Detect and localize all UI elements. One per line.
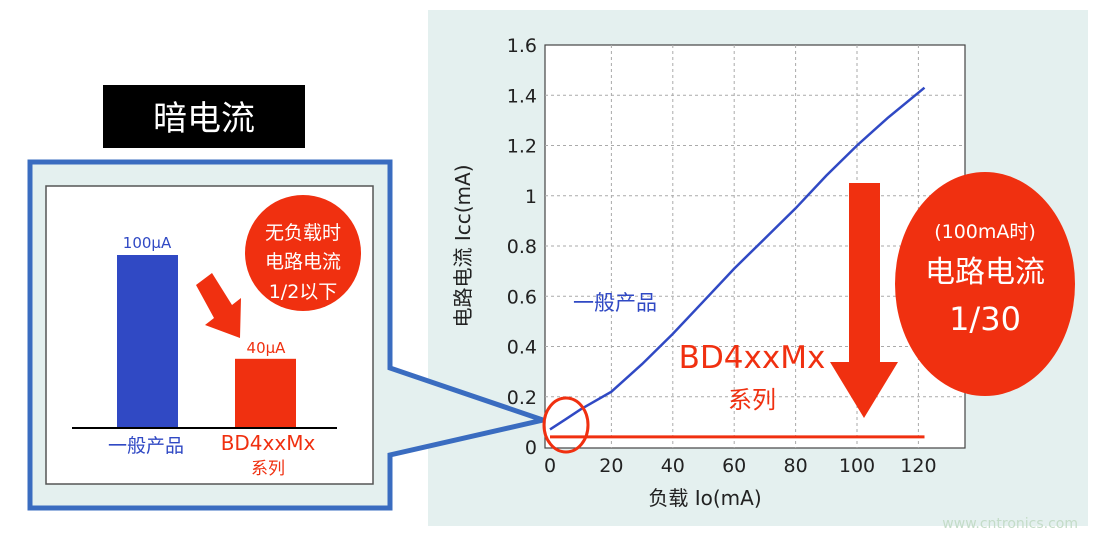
x-tick-label: 80 [784, 455, 808, 477]
bubble-text: 电路电流 [925, 255, 1045, 290]
y-tick-label: 1.4 [507, 85, 537, 107]
bubble-text: 无负载时 [265, 222, 341, 244]
y-tick-label: 1.2 [507, 136, 537, 158]
series-line-general [549, 86, 926, 431]
title: 暗电流 [153, 99, 255, 139]
inset-bar-chart [72, 255, 337, 429]
y-axis-label: 电路电流 Icc(mA) [451, 164, 475, 327]
y-tick-label: 0.4 [507, 337, 537, 359]
x-tick-label: 0 [544, 455, 556, 477]
watermark: www.cntronics.com [942, 516, 1078, 532]
y-tick-label: 0.8 [507, 236, 537, 258]
title-box [103, 85, 305, 148]
grid [545, 45, 965, 448]
y-tick-label: 1 [525, 186, 537, 208]
note-bubble [245, 195, 361, 311]
down-arrow-icon [830, 183, 898, 418]
bar-value-label: 100μA [123, 234, 172, 252]
y-tick-label: 0.2 [507, 387, 537, 409]
bubble-text: 1/2以下 [269, 281, 338, 303]
bubble-text: 1/30 [949, 300, 1021, 338]
series-label-general: 一般产品 [573, 291, 657, 315]
x-tick-label: 60 [722, 455, 746, 477]
axis-ticks: 0 20 40 60 80 100 120 0 0.2 0.4 0.6 0.8 1 1.2 1.4 1.6 [507, 35, 937, 477]
bar-value-label: 40μA [247, 339, 287, 357]
bar-category-label: BD4xxMx [221, 431, 316, 455]
x-tick-label: 100 [839, 455, 875, 477]
y-tick-label: 0 [525, 437, 537, 459]
x-tick-label: 120 [900, 455, 936, 477]
bubble-text: 电路电流 [265, 251, 341, 273]
bar-category-label: 系列 [251, 459, 285, 479]
bar [235, 358, 296, 428]
origin-highlight-circle [542, 396, 590, 454]
x-tick-label: 40 [661, 455, 685, 477]
decrease-arrow-icon [196, 273, 241, 338]
bar-category-label: 一般产品 [108, 435, 184, 457]
y-tick-label: 0.6 [507, 286, 537, 308]
x-tick-label: 20 [599, 455, 623, 477]
bubble-text: (100mA时) [934, 221, 1036, 243]
x-axis-label: 负载 Io(mA) [648, 486, 761, 510]
y-tick-label: 1.6 [507, 35, 537, 57]
series-lines [549, 86, 926, 439]
bar [117, 255, 178, 428]
series-label-bd: 系列 [728, 386, 776, 414]
series-label-bd: BD4xxMx [679, 340, 826, 376]
inset-frame [45, 185, 374, 485]
note-bubble-main [895, 172, 1075, 396]
